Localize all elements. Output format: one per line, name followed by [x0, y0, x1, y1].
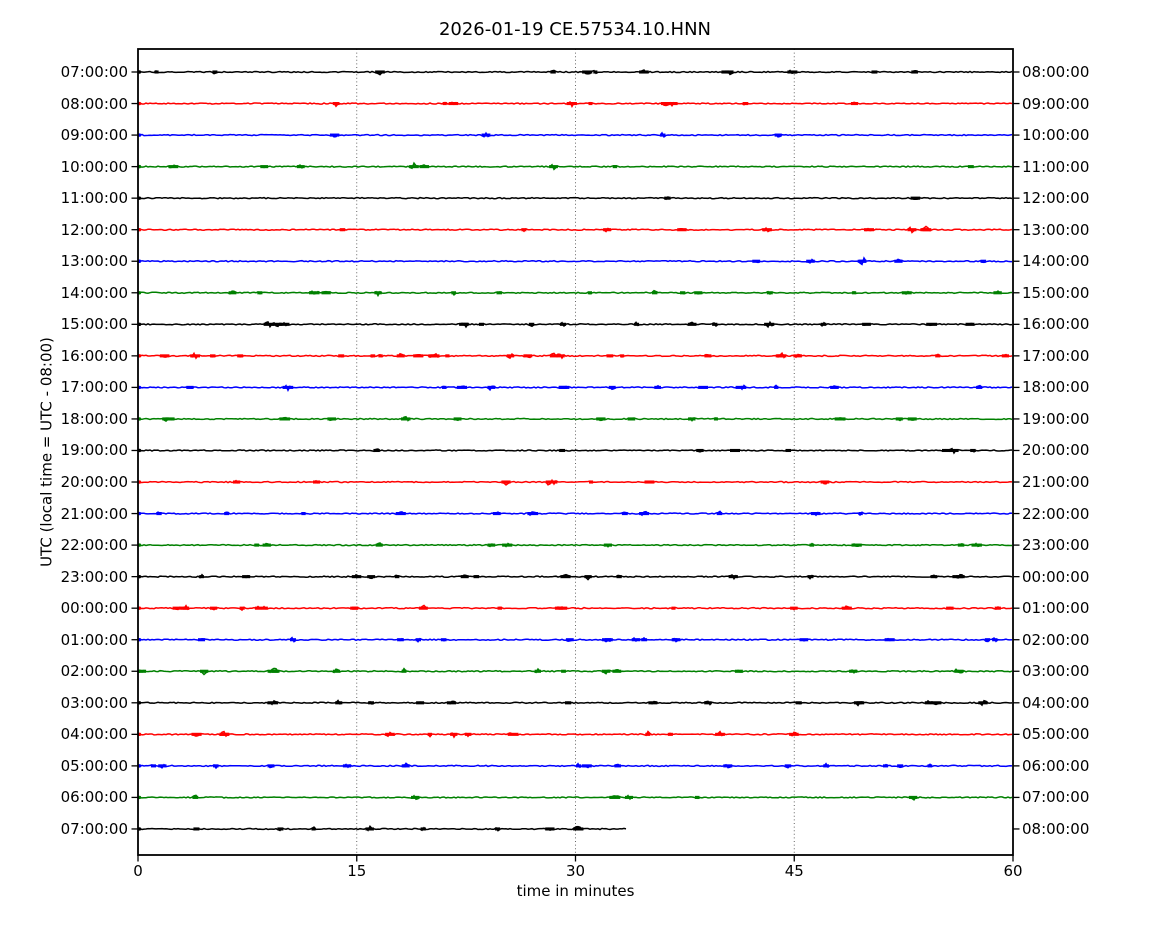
seismic-trace-row	[137, 447, 1013, 455]
local-tick-label: 17:00:00	[1022, 346, 1090, 365]
seismic-trace-row	[137, 384, 1013, 392]
local-tick-label: 02:00:00	[1022, 630, 1090, 649]
utc-tick-label: 13:00:00	[60, 252, 128, 271]
seismic-trace-row	[137, 161, 1013, 171]
utc-tick-label: 23:00:00	[60, 567, 128, 586]
utc-tick-label: 09:00:00	[60, 126, 128, 145]
plot-title: 2026-01-19 CE.57534.10.HNN	[438, 19, 712, 40]
seismic-trace-row	[137, 542, 1012, 548]
seismic-trace-row	[137, 573, 1013, 581]
utc-tick-label: 21:00:00	[60, 504, 128, 523]
local-tick-label: 09:00:00	[1022, 94, 1090, 113]
local-tick-label: 19:00:00	[1022, 409, 1090, 428]
seismic-trace-row	[137, 225, 1013, 234]
seismic-trace-row	[137, 794, 1013, 801]
local-tick-label: 22:00:00	[1022, 504, 1090, 523]
local-tick-label: 13:00:00	[1022, 220, 1090, 239]
utc-tick-label: 22:00:00	[60, 536, 128, 555]
local-tick-label: 00:00:00	[1022, 567, 1090, 586]
utc-tick-label: 05:00:00	[60, 756, 128, 775]
seismic-trace-row	[137, 69, 1013, 76]
x-tick-label: 45	[784, 862, 804, 880]
local-tick-label: 21:00:00	[1022, 473, 1090, 492]
utc-tick-label: 07:00:00	[60, 819, 128, 838]
seismic-trace-row	[137, 256, 1012, 266]
utc-tick-label: 16:00:00	[60, 346, 128, 365]
local-tick-label: 03:00:00	[1022, 662, 1090, 681]
utc-tick-label: 04:00:00	[60, 725, 128, 744]
utc-tick-label: 01:00:00	[60, 630, 128, 649]
local-tick-label: 23:00:00	[1022, 536, 1090, 555]
local-tick-label: 08:00:00	[1022, 819, 1090, 838]
utc-tick-label: 00:00:00	[60, 599, 128, 618]
utc-tick-label: 20:00:00	[60, 473, 128, 492]
seismic-trace-row	[137, 510, 1013, 517]
utc-tick-label: 11:00:00	[60, 189, 128, 208]
x-tick-label: 30	[565, 862, 586, 880]
seismic-trace-row	[137, 636, 1013, 643]
seismic-trace-row	[137, 667, 1013, 676]
local-tick-label: 12:00:00	[1022, 189, 1090, 208]
x-tick-label: 0	[133, 862, 143, 880]
utc-tick-label: 18:00:00	[60, 409, 128, 428]
utc-tick-label: 06:00:00	[60, 788, 128, 807]
x-axis-label: time in minutes	[516, 882, 635, 900]
seismic-trace-row	[137, 699, 1013, 707]
utc-tick-label: 08:00:00	[60, 94, 128, 113]
utc-tick-label: 15:00:00	[60, 315, 128, 334]
utc-tick-label: 14:00:00	[60, 283, 128, 302]
seismic-trace-row	[138, 131, 1013, 139]
local-tick-label: 18:00:00	[1022, 378, 1090, 397]
local-tick-label: 20:00:00	[1022, 441, 1090, 460]
utc-tick-label: 10:00:00	[60, 157, 128, 176]
utc-tick-label: 12:00:00	[60, 220, 128, 239]
seismic-trace-row	[137, 351, 1013, 360]
utc-tick-label: 02:00:00	[60, 662, 128, 681]
utc-tick-label: 03:00:00	[60, 693, 128, 712]
x-tick-label: 60	[1003, 862, 1023, 880]
seismic-trace-row	[137, 289, 1013, 298]
seismic-trace-row	[137, 730, 1013, 739]
local-tick-label: 04:00:00	[1022, 693, 1090, 712]
seismic-trace-row	[137, 415, 1013, 423]
seismic-trace-row	[137, 604, 1013, 612]
seismic-trace-row	[137, 762, 1013, 770]
utc-tick-label: 19:00:00	[60, 441, 128, 460]
local-tick-label: 05:00:00	[1022, 725, 1090, 744]
seismic-trace-row	[137, 196, 1013, 201]
utc-tick-label: 07:00:00	[60, 63, 128, 81]
local-tick-label: 08:00:00	[1022, 63, 1090, 81]
local-tick-label: 06:00:00	[1022, 756, 1090, 775]
seismic-trace-row	[137, 824, 627, 832]
local-tick-label: 14:00:00	[1022, 252, 1090, 271]
local-tick-label: 10:00:00	[1022, 126, 1090, 145]
local-tick-label: 07:00:00	[1022, 788, 1090, 807]
utc-tick-label: 17:00:00	[60, 378, 128, 397]
local-tick-label: 01:00:00	[1022, 599, 1090, 618]
local-tick-label: 15:00:00	[1022, 283, 1090, 302]
x-tick-label: 15	[347, 862, 367, 880]
local-tick-label: 11:00:00	[1022, 157, 1090, 176]
local-tick-label: 16:00:00	[1022, 315, 1090, 334]
seismic-trace-row	[137, 478, 1013, 486]
